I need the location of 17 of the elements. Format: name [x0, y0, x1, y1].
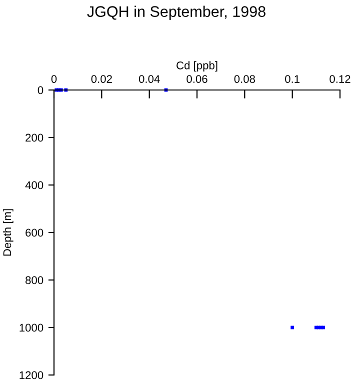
y-tick-label: 600	[26, 228, 44, 237]
y-tick-label: 1000	[20, 324, 44, 332]
y-axis-title: Depth [m]	[2, 209, 14, 256]
y-tick-label: 1200	[20, 371, 44, 380]
x-tick-label: 0.04	[138, 75, 160, 83]
x-axis-title: Cd [ppb]	[176, 61, 218, 72]
x-tick-label: 0.02	[91, 75, 112, 83]
y-tick-label: 200	[26, 134, 44, 142]
x-tick-label: 0.12	[330, 75, 350, 83]
x-tick-label: 0	[51, 75, 57, 83]
x-tick-label: 0.06	[186, 75, 208, 83]
y-tick-label: 0	[38, 86, 44, 94]
x-tick-label: 0.1	[285, 75, 300, 83]
y-tick-label: 800	[26, 276, 44, 284]
x-tick-label: 0.08	[234, 75, 255, 83]
chart-title: JGQH in September, 1998	[87, 6, 266, 20]
y-tick-label: 400	[25, 181, 44, 190]
